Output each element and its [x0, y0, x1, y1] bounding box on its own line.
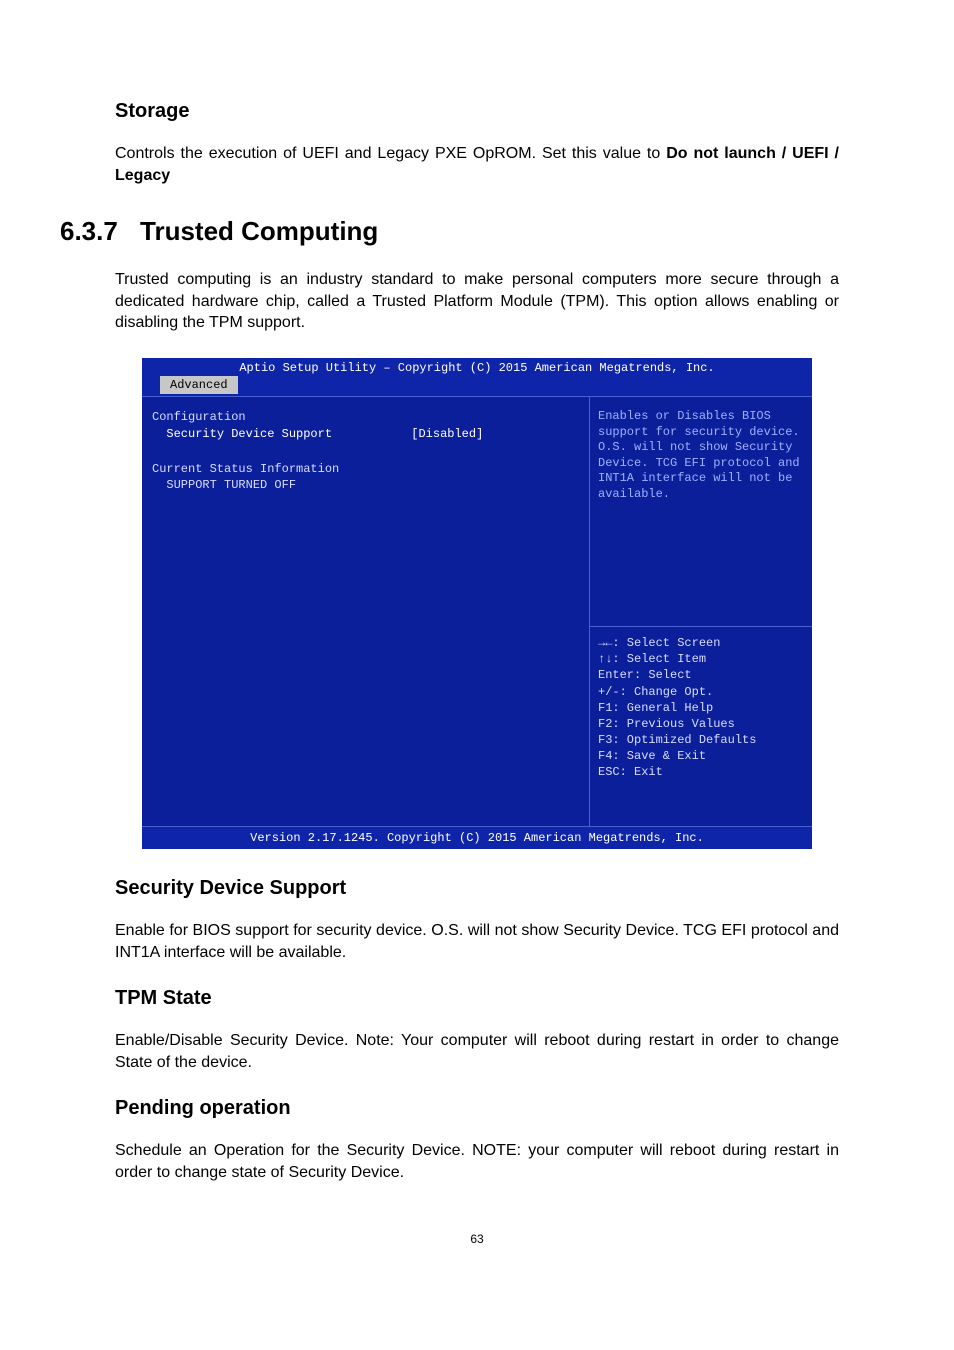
paragraph-pending-operation: Schedule an Operation for the Security D… — [115, 1140, 839, 1183]
heading-trusted-computing: 6.3.7Trusted Computing — [60, 216, 839, 247]
bios-support-off-text: SUPPORT TURNED OFF — [166, 478, 296, 492]
bios-header: Aptio Setup Utility – Copyright (C) 2015… — [142, 358, 812, 376]
section-title: Trusted Computing — [140, 216, 378, 246]
bios-key-change-opt: +/-: Change Opt. — [598, 684, 804, 700]
bios-key-f3: F3: Optimized Defaults — [598, 732, 804, 748]
paragraph-trusted-computing: Trusted computing is an industry standar… — [115, 269, 839, 334]
bios-key-f1: F1: General Help — [598, 700, 804, 716]
bios-key-enter: Enter: Select — [598, 667, 804, 683]
bios-left-panel: Configuration Security Device Support [D… — [142, 396, 590, 826]
paragraph-tpm-state: Enable/Disable Security Device. Note: Yo… — [115, 1030, 839, 1073]
bios-right-panel: Enables or Disables BIOS support for sec… — [590, 396, 812, 826]
bios-screenshot: Aptio Setup Utility – Copyright (C) 2015… — [142, 358, 812, 849]
bios-footer: Version 2.17.1245. Copyright (C) 2015 Am… — [142, 826, 812, 849]
heading-security-device-support: Security Device Support — [115, 877, 839, 900]
bios-security-device-row: Security Device Support [Disabled] — [152, 426, 589, 443]
paragraph-storage: Controls the execution of UEFI and Legac… — [115, 143, 839, 186]
heading-pending-operation: Pending operation — [115, 1097, 839, 1120]
bios-keys: →←: Select Screen ↑↓: Select Item Enter:… — [590, 626, 812, 826]
section-number: 6.3.7 — [60, 216, 140, 247]
bios-help-text: Enables or Disables BIOS support for sec… — [590, 397, 812, 626]
bios-tabs: Advanced — [142, 376, 812, 396]
bios-security-device-label: Security Device Support — [166, 427, 332, 441]
page-number: 63 — [115, 1232, 839, 1246]
bios-key-f4: F4: Save & Exit — [598, 748, 804, 764]
bios-key-f2: F2: Previous Values — [598, 716, 804, 732]
paragraph-security-device-support: Enable for BIOS support for security dev… — [115, 920, 839, 963]
bios-key-esc: ESC: Exit — [598, 764, 804, 780]
heading-storage: Storage — [115, 100, 839, 123]
heading-tpm-state: TPM State — [115, 987, 839, 1010]
bios-key-select-item: ↑↓: Select Item — [598, 651, 804, 667]
bios-configuration-label: Configuration — [152, 409, 589, 426]
bios-support-turned-off: SUPPORT TURNED OFF — [152, 477, 589, 494]
bios-key-select-screen: →←: Select Screen — [598, 635, 804, 651]
text-storage-prefix: Controls the execution of UEFI and Legac… — [115, 145, 666, 162]
bios-tab-advanced: Advanced — [160, 376, 238, 394]
bios-current-status-label: Current Status Information — [152, 461, 589, 478]
bios-security-device-value: [Disabled] — [411, 427, 483, 441]
